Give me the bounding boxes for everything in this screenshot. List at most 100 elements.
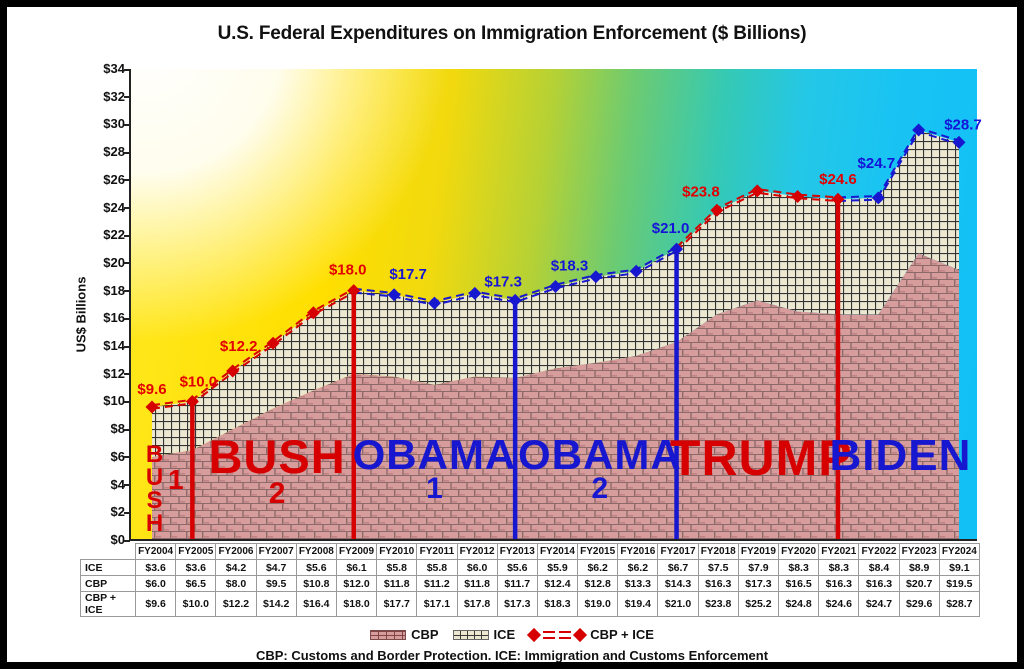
table-row: CBP + ICE $9.6 $10.0 $12.2 $14.2 $16.4 $18.0 $1… (80, 591, 980, 617)
table-row: ICE $3.6 $3.6 $4.2 $4.7 $5.6 $6.1 $5.8 $5.8 $6.0 $… (80, 559, 980, 576)
president-label-biden: BIDEN (829, 431, 972, 480)
table-value-cell: $9.1 (938, 559, 980, 576)
table-value-cell: $16.4 (295, 591, 337, 617)
table-value-cell: $9.5 (255, 575, 297, 592)
table-value-cell: $6.0 (456, 559, 498, 576)
president-term-number: 1 (426, 471, 443, 505)
table-value-cell: $20.7 (898, 575, 940, 592)
legend-item-ice: ICE (452, 627, 516, 642)
value-label-FY2024: $28.7 (944, 116, 982, 133)
y-tick-mark (124, 124, 130, 126)
y-tick-mark (124, 207, 130, 209)
table-value-cell: $10.0 (175, 591, 217, 617)
table-year-header: FY2012 (456, 543, 498, 560)
table-year-header: FY2007 (255, 543, 297, 560)
table-value-cell: $3.6 (175, 559, 217, 576)
data-point-markers (145, 123, 966, 414)
legend-label-ice: ICE (493, 627, 516, 642)
y-tick-mark (124, 373, 130, 375)
data-point-FY2024 (952, 135, 966, 149)
table-value-cell: $7.5 (697, 559, 739, 576)
data-point-FY2009 (347, 284, 361, 298)
chart-title: U.S. Federal Expenditures on Immigration… (217, 23, 807, 44)
table-value-cell: $8.3 (777, 559, 820, 576)
value-label-FY2004: $9.6 (137, 381, 166, 398)
y-tick-label: $2 (110, 504, 125, 519)
legend-item-total: CBP + ICE (527, 627, 654, 642)
table-value-cell: $11.7 (496, 575, 538, 592)
total-line-segment (837, 127, 960, 199)
table-value-cell: $8.0 (215, 575, 257, 592)
table-value-cell: $23.8 (697, 591, 739, 617)
table-value-cell: $17.3 (737, 575, 780, 592)
y-tick-label: $26 (103, 172, 125, 187)
data-point-FY2020 (791, 189, 805, 203)
table-value-cell: $19.0 (577, 591, 619, 617)
data-point-FY2016 (629, 264, 643, 278)
table-value-cell: $17.1 (416, 591, 458, 617)
table-corner-cell (81, 544, 136, 560)
y-tick-label: $14 (103, 338, 125, 353)
table-value-cell: $18.0 (335, 591, 378, 617)
y-tick-mark (124, 69, 130, 71)
dash-icon (559, 630, 572, 639)
data-point-FY2018 (710, 203, 724, 217)
table-row-label: ICE (80, 559, 136, 576)
y-tick-label: $16 (103, 310, 125, 325)
table-value-cell: $6.1 (335, 559, 378, 576)
table-value-cell: $18.3 (536, 591, 579, 617)
value-label-FY2022: $24.7 (858, 155, 896, 172)
table-value-cell: $10.8 (295, 575, 337, 592)
diamond-marker-icon (573, 627, 588, 642)
y-tick-label: $4 (110, 477, 125, 492)
table-value-cell: $4.7 (255, 559, 297, 576)
y-tick-mark (124, 152, 130, 154)
table-value-cell: $9.6 (134, 591, 177, 617)
data-point-FY2005 (185, 394, 199, 408)
y-tick-mark (124, 96, 130, 98)
president-label-bush1: BUSH (141, 441, 168, 533)
plot-area: $9.6 $10.0 $12.2 $18.0 $17.7 $17.3 $18.3 $21.0 $… (131, 69, 982, 540)
table-value-cell: $29.6 (898, 591, 940, 617)
table-value-cell: $16.5 (777, 575, 820, 592)
total-line-segment (353, 250, 678, 306)
value-label-FY2021: $24.6 (819, 171, 857, 188)
chart-canvas: $9.6 $10.0 $12.2 $18.0 $17.7 $17.3 $18.3 $21.0 $… (137, 116, 982, 540)
table-value-cell: $11.8 (376, 575, 418, 592)
legend-item-cbp: CBP (370, 627, 439, 642)
data-point-FY2019 (750, 184, 764, 198)
president-label-obama2: OBAMA 2 (518, 431, 682, 505)
table-value-cell: $12.2 (215, 591, 257, 617)
y-tick-mark (124, 401, 130, 403)
table-value-cell: $5.8 (416, 559, 458, 576)
table-year-header: FY2011 (416, 543, 458, 560)
y-tick-label: $0 (110, 532, 125, 547)
value-label-FY2006: $12.2 (220, 338, 258, 355)
value-label-FY2013: $17.3 (484, 273, 522, 290)
table-value-cell: $28.7 (938, 591, 980, 617)
table-year-header: FY2005 (175, 543, 217, 560)
y-axis-line (129, 69, 131, 541)
total-line-series (151, 127, 960, 410)
table-value-cell: $6.7 (657, 559, 699, 576)
value-label-FY2014: $18.3 (551, 257, 589, 274)
table-value-cell: $5.6 (496, 559, 538, 576)
legend-label-cbp: CBP (411, 627, 439, 642)
y-tick-label: $20 (103, 255, 125, 270)
president-term-number: 1 (168, 464, 184, 495)
y-tick-mark (124, 540, 130, 542)
table-value-cell: $5.9 (536, 559, 579, 576)
data-point-FY2015 (589, 270, 603, 284)
y-tick-mark (124, 512, 130, 514)
data-point-FY2006 (226, 364, 240, 378)
y-tick-mark (124, 484, 130, 486)
value-label-FY2017: $21.0 (652, 220, 690, 237)
y-tick-mark (124, 429, 130, 431)
cbp-area-swatch-icon (370, 629, 407, 640)
data-point-FY2011 (427, 296, 441, 310)
table-value-cell: $6.0 (134, 575, 177, 592)
table-value-cell: $24.6 (818, 591, 860, 617)
data-table: FY2004 FY2005 FY2006 FY2007 FY2008 FY2009 FY20… (80, 543, 980, 617)
table-value-cell: $16.3 (818, 575, 860, 592)
